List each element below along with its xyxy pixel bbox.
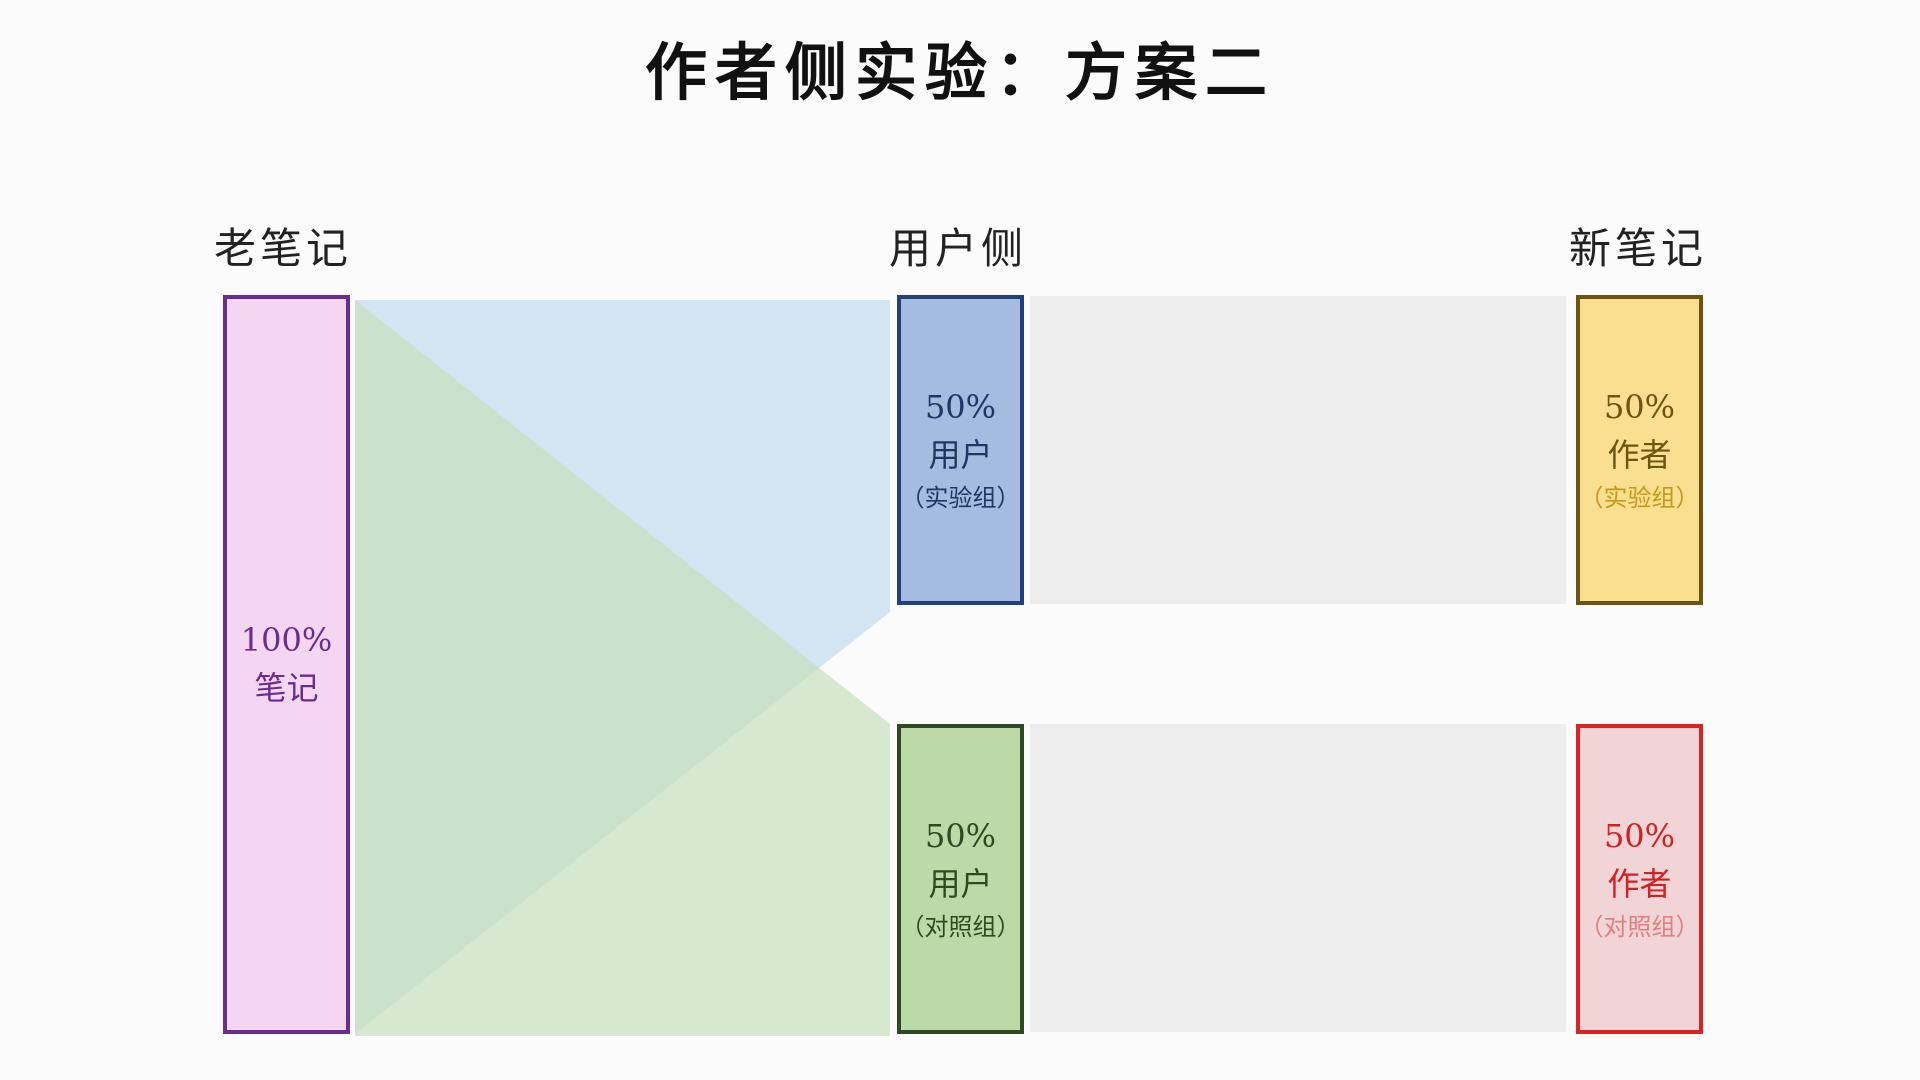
node-label: 作者 <box>1607 864 1672 903</box>
node-user-control: 50% 用户 （对照组） <box>897 724 1024 1034</box>
page-title: 作者侧实验：方案二 <box>644 36 1275 109</box>
node-pct: 50% <box>1603 387 1676 426</box>
flow-band-control <box>1030 724 1566 1032</box>
flow-band-experiment <box>1030 296 1566 604</box>
column-header-user-side: 用户侧 <box>888 224 1027 273</box>
node-author-control: 50% 作者 （对照组） <box>1576 724 1703 1034</box>
column-header-new-notes: 新笔记 <box>1568 224 1707 273</box>
node-sub: （对照组） <box>1579 912 1700 941</box>
node-sub: （实验组） <box>1579 483 1700 512</box>
node-pct: 50% <box>924 816 997 855</box>
node-pct: 50% <box>924 387 997 426</box>
flow-to-control <box>355 300 890 1036</box>
node-sub: （实验组） <box>900 483 1021 512</box>
node-label: 用户 <box>928 864 993 903</box>
node-label: 笔记 <box>254 668 319 707</box>
column-header-old-notes: 老笔记 <box>213 224 352 273</box>
node-pct: 50% <box>1603 816 1676 855</box>
node-label: 作者 <box>1607 435 1672 474</box>
node-sub: （对照组） <box>900 912 1021 941</box>
node-user-experiment: 50% 用户 （实验组） <box>897 295 1024 605</box>
node-label: 用户 <box>928 435 993 474</box>
node-old-notes: 100% 笔记 <box>223 295 350 1034</box>
node-author-experiment: 50% 作者 （实验组） <box>1576 295 1703 605</box>
node-pct: 100% <box>240 620 333 659</box>
